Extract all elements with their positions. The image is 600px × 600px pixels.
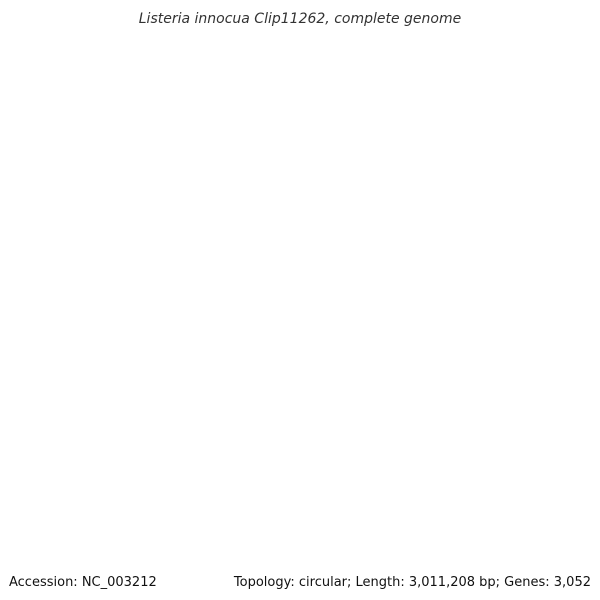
accession-label: Accession: NC_003212 (9, 575, 157, 590)
topology-label: Topology: circular; Length: 3,011,208 bp… (233, 575, 591, 590)
map-title: Listeria innocua Clip11262, complete gen… (139, 11, 461, 27)
feature-track (306, 0, 600, 3)
